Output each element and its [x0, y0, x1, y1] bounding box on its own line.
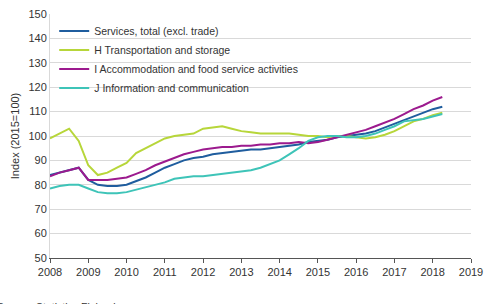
svg-text:130: 130 [28, 57, 46, 69]
svg-text:Source: Statistics Finland: Source: Statistics Finland [0, 301, 116, 304]
svg-text:Services, total (excl. trade): Services, total (excl. trade) [94, 25, 218, 37]
svg-text:Index (2015=100): Index (2015=100) [9, 93, 21, 180]
svg-text:J Information and communicatio: J Information and communication [94, 82, 249, 94]
svg-text:2016: 2016 [344, 266, 368, 278]
svg-text:2010: 2010 [114, 266, 138, 278]
svg-text:120: 120 [28, 81, 46, 93]
svg-text:H Transportation and storage: H Transportation and storage [94, 44, 230, 56]
svg-text:90: 90 [35, 154, 47, 166]
svg-text:110: 110 [29, 105, 47, 117]
svg-text:140: 140 [28, 32, 46, 44]
svg-text:70: 70 [35, 203, 47, 215]
svg-text:2015: 2015 [306, 266, 330, 278]
svg-text:80: 80 [35, 179, 47, 191]
svg-text:50: 50 [35, 252, 47, 264]
svg-text:2019: 2019 [459, 266, 483, 278]
svg-text:2012: 2012 [191, 266, 215, 278]
svg-text:100: 100 [28, 130, 46, 142]
svg-text:2009: 2009 [76, 266, 100, 278]
svg-text:2008: 2008 [38, 266, 62, 278]
svg-text:60: 60 [35, 227, 47, 239]
svg-text:2017: 2017 [382, 266, 406, 278]
svg-text:2011: 2011 [153, 266, 177, 278]
svg-text:150: 150 [28, 8, 46, 20]
svg-text:2013: 2013 [229, 266, 253, 278]
svg-text:2014: 2014 [267, 266, 291, 278]
svg-text:2018: 2018 [420, 266, 444, 278]
svg-text:I Accommodation and food servi: I Accommodation and food service activit… [94, 63, 298, 75]
